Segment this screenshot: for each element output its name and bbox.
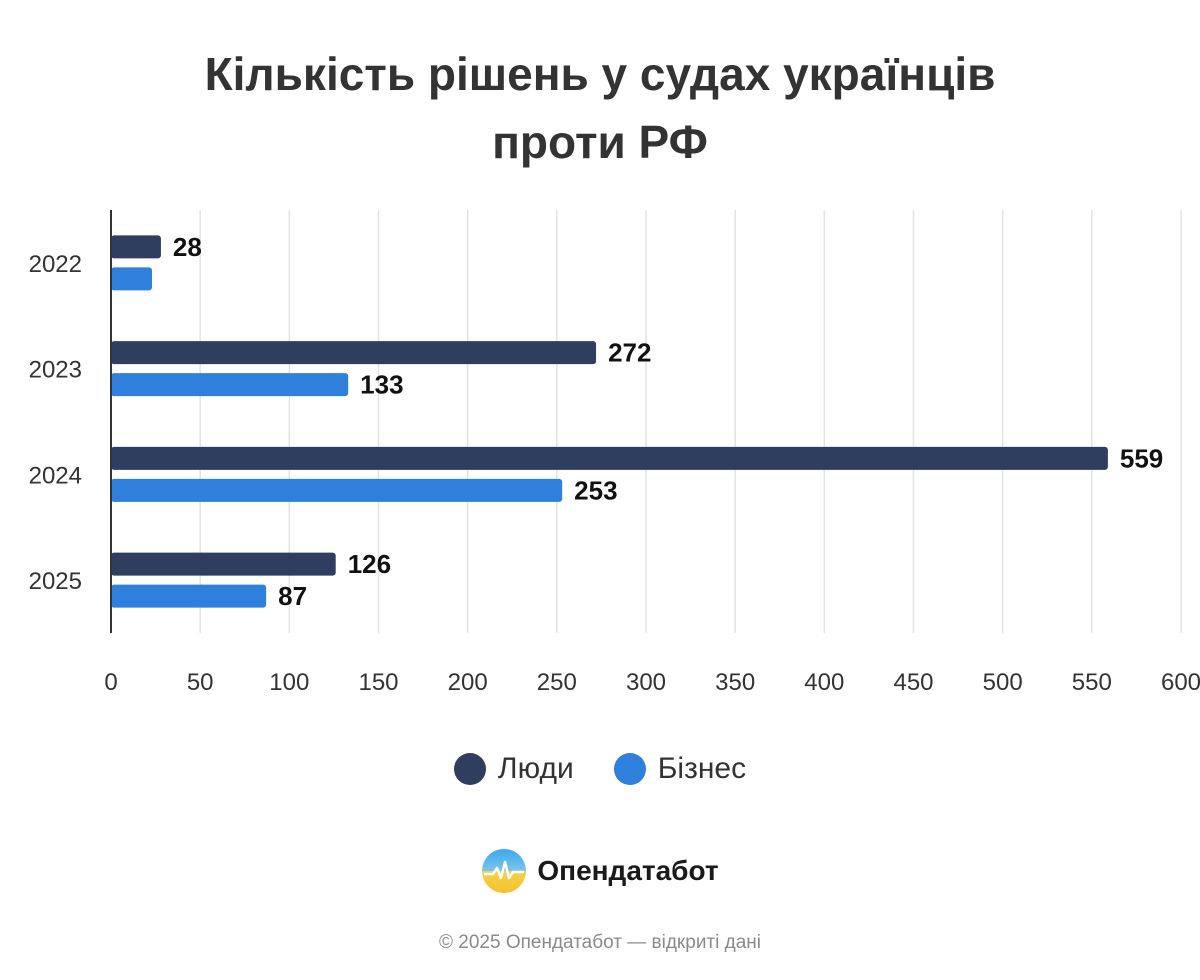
chart-title-line-2: проти РФ	[492, 116, 708, 168]
chart-title-line-1: Кількість рішень у судах українців	[204, 48, 996, 100]
bar-chart: 0 50 100 150 200 250 300 350 400 450 500 550 600 2022…	[29, 210, 1200, 696]
y-category-label-2025: 2025	[29, 568, 82, 595]
x-tick-label-2: 100	[269, 669, 309, 696]
bar-people-2023	[111, 341, 597, 365]
x-tick-label-8: 400	[804, 669, 844, 696]
chart-legend: Люди Бізнес	[0, 752, 1200, 786]
data-label-business-2024: 253	[574, 475, 617, 505]
legend-swatch-business	[613, 753, 646, 785]
bar-people-2022	[111, 235, 161, 259]
bar-business-2024	[111, 478, 563, 502]
legend-label-business: Бізнес	[657, 752, 747, 785]
y-category-label-2023: 2023	[29, 357, 82, 384]
legend-item-business[interactable]: Бізнес	[613, 752, 747, 786]
x-tick-label-3: 150	[358, 669, 398, 696]
chart-title: Кількість рішень у судах українців проти…	[0, 40, 1200, 176]
brand: Опендатабот	[0, 848, 1200, 894]
data-label-business-2025: 87	[278, 581, 307, 611]
data-label-people-2022: 28	[173, 232, 202, 262]
y-category-label-2024: 2024	[29, 462, 82, 489]
data-label-people-2023: 272	[608, 338, 651, 368]
data-label-people-2025: 126	[348, 549, 391, 579]
brand-name: Опендатабот	[537, 855, 719, 886]
bar-business-2025	[111, 584, 267, 608]
bar-business-2022	[111, 267, 153, 291]
x-tick-label-0: 0	[104, 669, 117, 696]
opendatabot-logo-icon	[482, 849, 527, 893]
data-label-business-2023: 133	[360, 370, 403, 400]
legend-swatch-people	[453, 753, 486, 785]
x-tick-label-5: 250	[537, 669, 577, 696]
bar-people-2024	[111, 446, 1108, 470]
x-tick-label-4: 200	[448, 669, 488, 696]
y-category-label-2022: 2022	[29, 251, 82, 278]
x-tick-label-7: 350	[715, 669, 755, 696]
x-tick-label-6: 300	[626, 669, 666, 696]
footer-copyright: © 2025 Опендатабот — відкриті дані	[439, 932, 761, 953]
x-tick-label-9: 450	[893, 669, 933, 696]
legend-item-people[interactable]: Люди	[453, 752, 574, 786]
data-label-people-2024: 559	[1120, 443, 1163, 473]
x-tick-label-1: 50	[187, 669, 214, 696]
legend-label-people: Люди	[497, 752, 574, 785]
x-tick-label-12: 600	[1161, 669, 1200, 696]
x-tick-label-10: 500	[983, 669, 1023, 696]
bar-people-2025	[111, 552, 336, 576]
x-tick-label-11: 550	[1072, 669, 1112, 696]
bar-business-2023	[111, 373, 349, 397]
